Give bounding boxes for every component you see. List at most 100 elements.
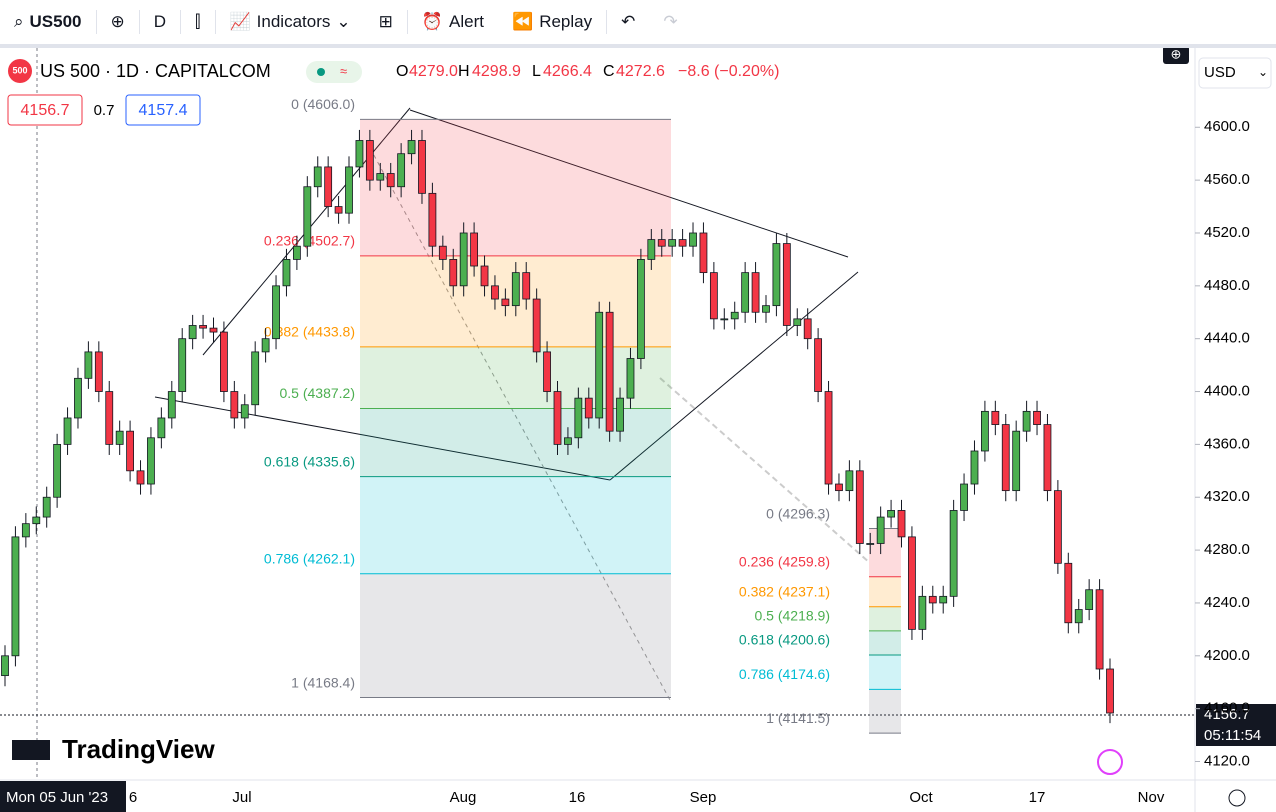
o-label: O xyxy=(396,63,408,80)
candle-body xyxy=(365,140,374,181)
candle-body xyxy=(960,483,968,511)
separator xyxy=(95,10,97,34)
price-tag-text: 4156.7 xyxy=(1204,706,1250,723)
y-tick-label: 4400.0 xyxy=(1204,383,1250,400)
candle-body xyxy=(313,166,322,188)
candle-body xyxy=(272,285,280,340)
x-tick-label: 16 xyxy=(569,789,586,806)
chart-type[interactable]: ⫿ xyxy=(195,12,201,31)
candle-body xyxy=(720,318,729,321)
y-tick-label: 4360.0 xyxy=(1204,435,1250,452)
crosshair-date-tag xyxy=(0,781,126,812)
settings-button[interactable] xyxy=(1228,789,1246,807)
status-icon: ≈ xyxy=(340,63,347,78)
c-label: C xyxy=(603,63,615,80)
fib-label: 0 (4296.3) xyxy=(766,505,830,521)
y-tick-label: 4160.0 xyxy=(1204,700,1250,717)
candle-body xyxy=(595,311,604,419)
candle-body xyxy=(876,516,885,544)
undo[interactable]: ↶ xyxy=(621,12,636,31)
replay[interactable]: ⏪ Replay xyxy=(512,12,593,31)
currency[interactable]: USD xyxy=(1204,64,1236,81)
redo[interactable]: ↷ xyxy=(663,12,678,31)
candle-body xyxy=(136,470,145,485)
candle-body xyxy=(782,243,791,326)
candle-body xyxy=(261,338,270,353)
candle-body xyxy=(1022,410,1031,432)
y-tick-label: 4520.0 xyxy=(1204,224,1250,241)
x-tick-label: 6 xyxy=(129,789,137,806)
candle-body xyxy=(543,351,551,392)
candle-body xyxy=(897,510,906,538)
fib-zone xyxy=(869,576,901,607)
add-button[interactable] xyxy=(1163,48,1189,64)
interval[interactable]: D xyxy=(153,12,167,31)
separator xyxy=(214,10,216,34)
fib-zone xyxy=(869,630,901,656)
candle-body xyxy=(94,351,103,392)
candle-body xyxy=(178,338,187,392)
fib-label: 0.5 (4387.2) xyxy=(280,385,356,401)
trend-line xyxy=(609,271,859,481)
candle-body xyxy=(772,243,781,307)
x-tick-label: 17 xyxy=(1029,789,1046,806)
trend-line xyxy=(409,109,849,258)
candle-body xyxy=(491,285,499,300)
candle-body xyxy=(970,450,979,485)
fib-zone xyxy=(360,346,671,409)
y-tick-label: 4280.0 xyxy=(1204,541,1250,558)
candle-body xyxy=(1033,410,1041,425)
candle-body xyxy=(303,186,312,247)
y-tick-label: 4480.0 xyxy=(1204,277,1250,294)
indicators-label[interactable]: Indicators xyxy=(256,12,331,31)
x-tick-label: Jul xyxy=(232,789,251,806)
change: −8.6 (−0.20%) xyxy=(678,63,779,80)
lightning-button[interactable] xyxy=(1097,749,1123,775)
candle-body xyxy=(887,510,895,518)
compare[interactable]: ⊕ xyxy=(110,12,125,31)
candle-body xyxy=(668,239,677,247)
x-tick-label: Nov xyxy=(1138,789,1165,806)
candle-body xyxy=(1053,490,1062,564)
layouts[interactable]: ⊞ xyxy=(378,12,393,31)
indicators[interactable]: 📈 Indicators ⌄ xyxy=(229,12,351,31)
replay-label[interactable]: Replay xyxy=(539,12,593,31)
countdown-tag xyxy=(1196,726,1276,746)
candle-body xyxy=(292,245,301,260)
buy-price[interactable]: 4157.4 xyxy=(139,102,188,119)
y-tick-label: 4200.0 xyxy=(1204,647,1250,664)
symbol[interactable]: US500 xyxy=(29,12,82,31)
sell-price[interactable]: 4156.7 xyxy=(21,102,70,119)
candle-body xyxy=(835,483,843,492)
fib-label: 1 (4141.5) xyxy=(766,710,830,726)
candle-body xyxy=(63,417,72,445)
currency-button[interactable] xyxy=(1198,57,1272,89)
fib-trend-line xyxy=(369,147,671,701)
candle-body xyxy=(324,166,333,207)
y-tick-label: 4440.0 xyxy=(1204,330,1250,347)
fib-zone xyxy=(360,476,671,574)
buy-box[interactable] xyxy=(125,94,201,126)
x-tick-label: Aug xyxy=(450,789,477,806)
candle-body xyxy=(449,259,458,287)
sell-box[interactable] xyxy=(7,94,83,126)
status-pill[interactable] xyxy=(306,61,362,83)
candle-body xyxy=(376,173,385,181)
low: 4266.4 xyxy=(543,63,592,80)
logo-mark xyxy=(12,740,50,760)
close: 4272.6 xyxy=(616,63,665,80)
fib-label: 0.382 (4433.8) xyxy=(264,324,355,340)
l-label: L xyxy=(532,63,541,80)
fib-label: 0.236 (4259.8) xyxy=(739,553,830,569)
y-tick-label: 4120.0 xyxy=(1204,752,1250,769)
alert[interactable]: ⏰ Alert xyxy=(421,12,485,31)
alert-label[interactable]: Alert xyxy=(449,12,485,31)
symbol-search[interactable]: ⌕ US500 xyxy=(14,12,82,31)
fib-group: 0 (4606.0)0.236 (4502.7)0.382 (4433.8)0.… xyxy=(264,96,901,734)
candle-body xyxy=(407,140,416,155)
fib-zone xyxy=(360,119,671,256)
fib-zone xyxy=(869,689,901,734)
candle-body xyxy=(21,523,30,538)
candle-body xyxy=(167,391,176,419)
